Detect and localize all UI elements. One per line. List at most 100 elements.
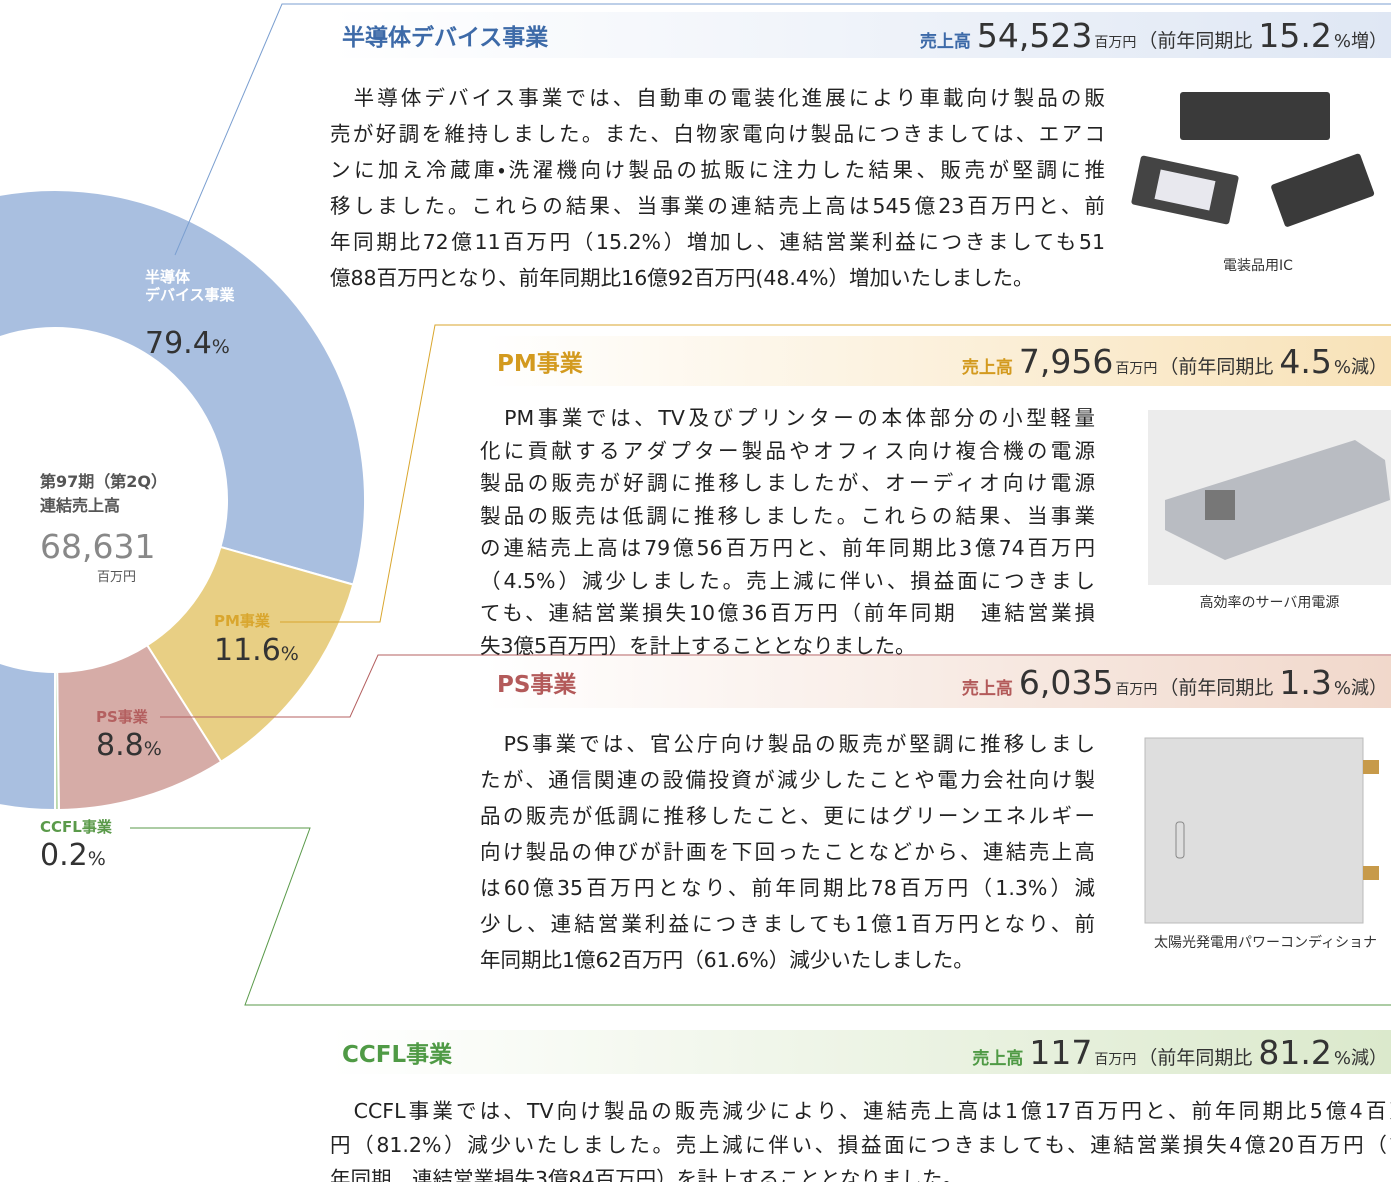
segment-value-unit: % — [88, 848, 106, 870]
image-caption: 電装品用IC — [1125, 255, 1391, 275]
text-line: 化に貢献するアダプター製品やオフィス向け複合機の電源 — [480, 435, 1095, 468]
yoy-value: 4.5 — [1279, 342, 1331, 381]
center-unit: 百万円 — [97, 566, 136, 585]
page: 事業別概況 { "donut": { "center": ["第97期（第2Q）… — [0, 0, 1391, 1182]
segment-value-number: 0.2 — [40, 838, 88, 873]
text-line: 年同期 連結営業損失3億84百万円）を計上することとなりました。 — [330, 1162, 1391, 1182]
cabinet — [1145, 738, 1363, 923]
sales-value: 6,035 — [1019, 663, 1113, 702]
chip — [1270, 153, 1375, 228]
product-image-inverter — [1145, 738, 1379, 923]
segment-value-number: 8.8 — [96, 728, 144, 763]
text-line: PM事業では、TV及びプリンターの本体部分の小型軽量 — [480, 402, 1095, 435]
segment-label: デバイス事業 — [145, 286, 235, 304]
sales-label: 売上高 — [972, 1044, 1023, 1069]
segment-value-unit: % — [212, 336, 230, 358]
text-line: 億88百万円となり、前年同期比16億92百万円(48.4%）増加いたしました。 — [330, 260, 1105, 296]
fan-grill — [1205, 490, 1235, 520]
yoy-suffix: %減） — [1334, 1044, 1387, 1070]
page-body: 第97期（第2Q）連結売上高68,631百万円半導体デバイス事業79.4%PM事… — [0, 0, 1391, 1182]
donut-segment — [55, 672, 59, 810]
product-image-psu — [1148, 410, 1391, 585]
image-caption: 太陽光発電用パワーコンディショナ — [1140, 932, 1391, 952]
segment-value-number: 79.4 — [145, 326, 212, 361]
segment-label: 半導体 — [145, 268, 190, 286]
section-text: CCFL事業では、TV向け製品の販売減少により、連結売上高は1億17百万円と、前… — [330, 1094, 1391, 1182]
bracket — [1363, 760, 1379, 774]
segment-value: 8.8% — [96, 728, 162, 763]
yoy-suffix: %減） — [1334, 674, 1387, 700]
text-line: 売が好調を維持しました。また、白物家電向け製品につきましては、エアコ — [330, 116, 1105, 152]
sales-value: 54,523 — [977, 16, 1092, 55]
text-line: 円（81.2%）減少いたしました。売上減に伴い、損益面につきましても、連結営業損… — [330, 1128, 1391, 1162]
text-line: PS事業では、官公庁向け製品の販売が堅調に推移しまし — [480, 726, 1095, 762]
text-line: 品の販売が低調に推移したこと、更にはグリーンエネルギー — [480, 798, 1095, 834]
section-header: CCFL事業 売上高117百万円（前年同期比81.2%減） — [330, 1030, 1391, 1074]
yoy-prefix: （前年同期比 — [1138, 1043, 1252, 1070]
text-line: 少し、連結営業利益につきましても1億1百万円となり、前 — [480, 906, 1095, 942]
text-line: CCFL事業では、TV向け製品の販売減少により、連結売上高は1億17百万円と、前… — [330, 1094, 1391, 1128]
sales-label: 売上高 — [920, 27, 971, 52]
segment-value: 11.6% — [214, 633, 299, 668]
sales-unit: 百万円 — [1094, 32, 1136, 52]
section-title: PM事業 — [497, 344, 583, 378]
yoy-value: 81.2 — [1258, 1033, 1331, 1072]
text-line: 製品の販売が好調に推移しましたが、オーディオ向け電源 — [480, 467, 1095, 500]
center-label: 第97期（第2Q） — [40, 468, 167, 492]
text-line: ンに加え冷蔵庫・洗濯機向け製品の拡販に注力した結果、販売が堅調に推 — [330, 152, 1105, 188]
yoy-prefix: （前年同期比 — [1138, 26, 1252, 53]
yoy-value: 1.3 — [1279, 663, 1331, 702]
segment-value-number: 11.6 — [214, 633, 281, 668]
sales-value: 117 — [1029, 1033, 1092, 1072]
text-line: 製品の販売は低調に推移しました。これらの結果、当事業 — [480, 500, 1095, 533]
sales-unit: 百万円 — [1094, 1049, 1136, 1069]
yoy-suffix: %増） — [1334, 27, 1387, 53]
segment-label: PS事業 — [96, 708, 148, 726]
image-caption: 高効率のサーバ用電源 — [1148, 592, 1391, 612]
segment-value-unit: % — [281, 643, 299, 665]
segment-value: 0.2% — [40, 838, 106, 873]
text-line: 年同期比72億11百万円（15.2%）増加し、連結営業利益につきましても51 — [330, 224, 1105, 260]
sales-unit: 百万円 — [1115, 358, 1157, 378]
bracket — [1363, 866, 1379, 880]
center-label: 連結売上高 — [40, 492, 120, 516]
segment-label: CCFL事業 — [40, 818, 112, 836]
sales-value: 7,956 — [1019, 342, 1113, 381]
text-line: たが、通信関連の設備投資が減少したことや電力会社向け製 — [480, 762, 1095, 798]
yoy-value: 15.2 — [1258, 16, 1331, 55]
segment-value: 79.4% — [145, 326, 230, 361]
yoy-suffix: %減） — [1334, 353, 1387, 379]
section-text: 半導体デバイス事業では、自動車の電装化進展により車載向け製品の販売が好調を維持し… — [330, 80, 1105, 296]
product-image-ic — [1131, 92, 1375, 228]
sales-label: 売上高 — [962, 353, 1013, 378]
stage: 第97期（第2Q）連結売上高68,631百万円半導体デバイス事業79.4%PM事… — [0, 0, 1391, 1182]
sales-unit: 百万円 — [1115, 679, 1157, 699]
center-total: 68,631 — [40, 527, 155, 566]
text-line: 移しました。これらの結果、当事業の連結売上高は545億23百万円と、前 — [330, 188, 1105, 224]
chip — [1180, 92, 1330, 140]
segment-label: PM事業 — [214, 612, 270, 630]
section-title: CCFL事業 — [342, 1035, 452, 1069]
section-text: PM事業では、TV及びプリンターの本体部分の小型軽量化に貢献するアダプター製品や… — [480, 402, 1095, 662]
text-line: （4.5%）減少しました。売上減に伴い、損益面につきまし — [480, 565, 1095, 598]
yoy-prefix: （前年同期比 — [1159, 673, 1273, 700]
text-line: は60億35百万円となり、前年同期比78百万円（1.3%）減 — [480, 870, 1095, 906]
yoy-prefix: （前年同期比 — [1159, 352, 1273, 379]
text-line: 半導体デバイス事業では、自動車の電装化進展により車載向け製品の販 — [330, 80, 1105, 116]
segment-value-unit: % — [144, 738, 162, 760]
text-line: 向け製品の伸びが計画を下回ったことなどから、連結売上高 — [480, 834, 1095, 870]
text-line: の連結売上高は79億56百万円と、前年同期比3億74百万円 — [480, 532, 1095, 565]
section-text: PS事業では、官公庁向け製品の販売が堅調に推移しましたが、通信関連の設備投資が減… — [480, 726, 1095, 978]
section-title: PS事業 — [497, 665, 576, 699]
section-title: 半導体デバイス事業 — [342, 18, 548, 52]
text-line: 年同期比1億62百万円（61.6%）減少いたしました。 — [480, 942, 1095, 978]
sales-label: 売上高 — [962, 674, 1013, 699]
text-line: ても、連結営業損失10億36百万円（前年同期 連結営業損 — [480, 597, 1095, 630]
